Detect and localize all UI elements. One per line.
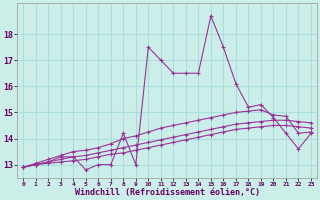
X-axis label: Windchill (Refroidissement éolien,°C): Windchill (Refroidissement éolien,°C) [75,188,260,197]
